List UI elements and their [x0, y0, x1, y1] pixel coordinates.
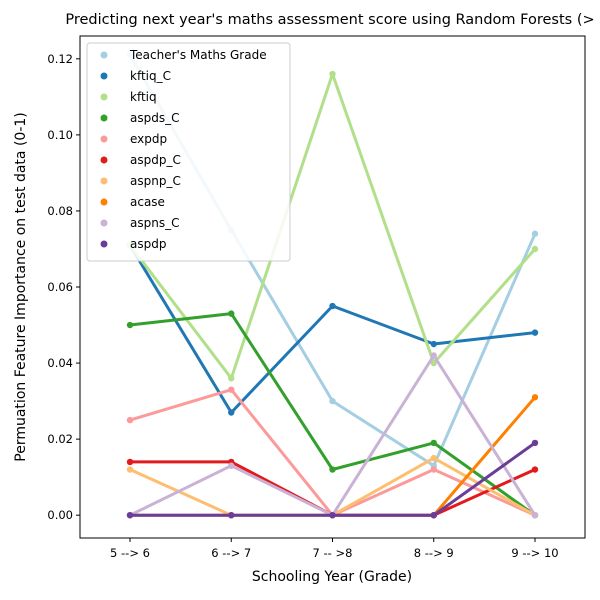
x-tick-label: 6 --> 7: [211, 546, 251, 560]
legend-label: aspds_C: [130, 111, 179, 125]
legend-label: kftiq_C: [130, 69, 171, 83]
y-axis: 0.00 0.02 0.04 0.06 0.08 0.10 0.12: [47, 52, 80, 522]
data-point: [228, 375, 235, 382]
data-point: [329, 466, 336, 473]
legend-label: kftiq: [130, 90, 157, 104]
chart-title: Predicting next year's maths assessment …: [65, 12, 594, 28]
x-tick-label: 5 --> 6: [110, 546, 150, 560]
data-point: [329, 397, 336, 405]
series-9: [126, 439, 539, 519]
legend-label: aspdp: [130, 237, 166, 251]
legend-marker: [100, 114, 108, 122]
data-point: [329, 302, 336, 310]
data-point: [430, 359, 437, 367]
legend-marker: [100, 240, 108, 248]
data-point: [430, 454, 437, 462]
data-point: [228, 462, 235, 469]
legend-label: acase: [130, 195, 165, 209]
data-point: [126, 416, 134, 424]
data-point: [329, 511, 336, 519]
x-tick-label: 8 --> 9: [414, 546, 454, 560]
legend-marker: [100, 198, 108, 206]
data-point: [329, 70, 336, 78]
data-point: [531, 466, 539, 473]
data-point: [430, 439, 437, 447]
x-tick-label: 7 -- >8: [313, 546, 353, 560]
data-point: [228, 511, 235, 519]
legend-marker: [100, 93, 108, 101]
legend-label: Teacher's Maths Grade: [129, 48, 267, 62]
legend-marker: [100, 219, 108, 227]
data-point: [430, 352, 437, 359]
y-tick-label: 0.12: [47, 52, 73, 66]
data-point: [531, 245, 539, 253]
legend-label: aspnp_C: [130, 174, 181, 188]
y-axis-label: Permuation Feature Importance on test da…: [13, 112, 29, 461]
legend-label: expdp: [130, 132, 167, 146]
data-point: [531, 230, 539, 237]
data-point: [228, 386, 235, 393]
data-point: [126, 458, 134, 466]
data-point: [531, 329, 539, 336]
data-point: [430, 466, 437, 473]
legend-box: [86, 42, 291, 262]
y-tick-label: 0.10: [47, 128, 73, 142]
legend-marker: [100, 72, 108, 80]
x-tick-label: 9 --> 10: [511, 546, 558, 560]
legend-label: aspdp_C: [130, 153, 181, 167]
x-axis-label: Schooling Year (Grade): [252, 569, 412, 585]
legend-marker: [100, 135, 108, 143]
y-tick-label: 0.02: [47, 432, 73, 446]
data-point: [126, 466, 134, 473]
y-tick-label: 0.00: [47, 508, 73, 522]
x-axis: 5 --> 6 6 --> 7 7 -- >8 8 --> 9 9 --> 10: [110, 538, 559, 560]
y-tick-label: 0.08: [47, 204, 73, 218]
data-point: [126, 511, 134, 519]
y-tick-label: 0.06: [47, 280, 73, 294]
legend-marker: [100, 51, 108, 59]
data-point: [430, 340, 437, 348]
legend-label: aspns_C: [130, 216, 179, 230]
data-point: [531, 511, 539, 519]
legend-marker: [100, 156, 108, 164]
data-point: [430, 511, 437, 519]
data-point: [126, 321, 134, 329]
data-point: [228, 409, 235, 416]
data-point: [531, 439, 539, 447]
data-point: [531, 394, 539, 401]
y-tick-label: 0.04: [47, 356, 73, 370]
data-point: [228, 310, 235, 317]
legend-marker: [100, 177, 108, 185]
